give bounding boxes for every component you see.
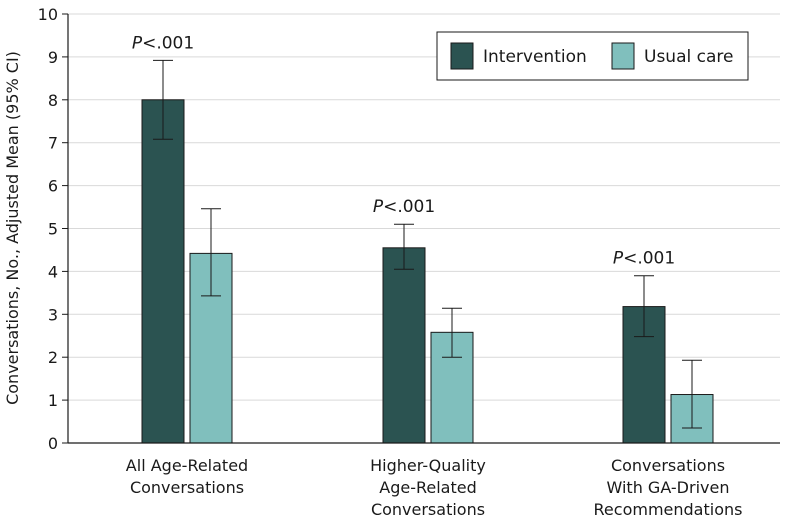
p-letter: P (373, 197, 384, 217)
legend-box (436, 31, 749, 81)
y-tick-label: 10 (38, 5, 58, 24)
y-tick-label: 4 (48, 262, 58, 281)
category-label-line: Age-Related (379, 478, 476, 497)
y-tick-label: 0 (48, 434, 58, 453)
y-tick-label: 2 (48, 348, 58, 367)
legend-label-intervention: Intervention (483, 47, 587, 67)
p-value-text: <.001 (623, 249, 675, 269)
category-label-line: Recommendations (594, 500, 743, 519)
category-label-line: Conversations (371, 500, 485, 519)
p-value-text: <.001 (142, 33, 194, 53)
y-tick-label: 9 (48, 48, 58, 67)
bar-intervention (141, 99, 185, 444)
legend: Intervention Usual care (436, 31, 749, 81)
y-axis: 0 1 2 3 4 5 6 7 8 9 10 (38, 5, 69, 453)
y-tick-label: 3 (48, 305, 58, 324)
y-tick-label: 8 (48, 91, 58, 110)
p-letter: P (132, 33, 143, 53)
gridlines (68, 13, 780, 401)
category-label-line: All Age-Related (126, 456, 248, 475)
p-value-annotation: P<.001 (613, 249, 675, 269)
y-tick-label: 7 (48, 134, 58, 153)
category-label: Higher-Quality Age-Related Conversations (370, 456, 486, 519)
y-tick-label: 5 (48, 220, 58, 239)
error-bars (153, 59, 702, 429)
p-value-annotation: P<.001 (373, 197, 435, 217)
p-value-annotation: P<.001 (132, 33, 194, 53)
category-label-line: Conversations (130, 478, 244, 497)
p-value-text: <.001 (383, 197, 435, 217)
bar-intervention (382, 247, 426, 444)
category-label-line: Higher-Quality (370, 456, 486, 475)
category-label-line: Conversations (611, 456, 725, 475)
y-axis-label: Conversations, No., Adjusted Mean (95% C… (3, 51, 22, 405)
legend-label-usual-care: Usual care (644, 47, 733, 67)
p-letter: P (613, 249, 624, 269)
category-label-line: With GA-Driven (607, 478, 730, 497)
category-label: Conversations With GA-Driven Recommendatio… (594, 456, 743, 519)
y-tick-label: 6 (48, 177, 58, 196)
y-tick-label: 1 (48, 391, 58, 410)
legend-swatch-usual-care (611, 42, 635, 70)
legend-swatch-intervention (450, 42, 474, 70)
x-axis: All Age-Related ConversationsHigher-Quali… (68, 442, 780, 519)
category-label: All Age-Related Conversations (126, 456, 248, 497)
